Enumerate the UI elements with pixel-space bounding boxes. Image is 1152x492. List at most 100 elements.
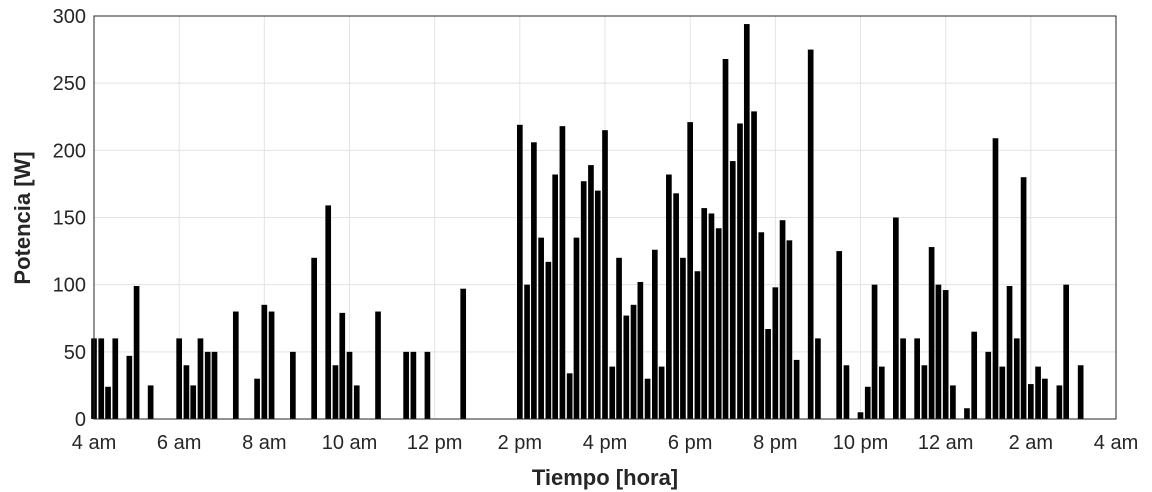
bar bbox=[950, 385, 956, 419]
y-tick-label: 300 bbox=[53, 6, 86, 28]
x-axis-label: Tiempo [hora] bbox=[532, 465, 678, 490]
bar bbox=[147, 385, 154, 419]
bar bbox=[1006, 286, 1013, 419]
bar bbox=[694, 271, 701, 419]
bar bbox=[1077, 365, 1084, 419]
bar bbox=[609, 366, 616, 419]
x-tick-label: 12 am bbox=[918, 432, 974, 454]
bar bbox=[290, 351, 296, 419]
bar bbox=[971, 331, 978, 419]
bar bbox=[743, 24, 750, 420]
plot-frame bbox=[93, 15, 1117, 420]
bar bbox=[1013, 338, 1020, 419]
bar bbox=[935, 284, 942, 419]
bar bbox=[204, 351, 211, 419]
bar bbox=[183, 365, 190, 419]
bar bbox=[964, 408, 970, 419]
bar bbox=[871, 284, 878, 419]
y-tick-labels: 0 50 100 150 200 250 300 bbox=[53, 6, 86, 431]
bar bbox=[942, 290, 949, 419]
bar bbox=[538, 237, 544, 419]
bar bbox=[325, 205, 332, 419]
bar bbox=[268, 311, 275, 419]
bar bbox=[758, 232, 765, 419]
bar bbox=[410, 351, 417, 419]
bar bbox=[921, 365, 928, 419]
x-tick-label: 4 am bbox=[72, 432, 116, 454]
bar bbox=[98, 338, 105, 419]
bar-series bbox=[91, 24, 1084, 420]
bar bbox=[900, 338, 906, 419]
bar bbox=[211, 351, 218, 419]
bar bbox=[928, 247, 935, 419]
bar bbox=[1020, 177, 1027, 419]
y-tick-label: 100 bbox=[53, 275, 86, 297]
bar bbox=[254, 378, 260, 419]
bar bbox=[346, 351, 353, 419]
bar bbox=[786, 240, 793, 419]
bar bbox=[815, 338, 821, 419]
bar bbox=[1027, 384, 1034, 419]
bar bbox=[893, 217, 899, 419]
bar bbox=[1056, 385, 1063, 419]
x-tick-label: 8 am bbox=[242, 432, 286, 454]
y-tick-label: 200 bbox=[53, 140, 86, 162]
x-tick-label: 6 pm bbox=[668, 432, 712, 454]
bar bbox=[403, 351, 409, 419]
bar bbox=[666, 174, 672, 419]
bar bbox=[992, 138, 999, 419]
x-tick-label: 12 pm bbox=[407, 432, 463, 454]
bar bbox=[878, 366, 885, 419]
bar bbox=[105, 386, 111, 419]
bar bbox=[552, 174, 559, 419]
bar bbox=[524, 284, 530, 419]
bar bbox=[460, 288, 467, 419]
bar bbox=[793, 359, 800, 419]
bar bbox=[836, 251, 843, 419]
bar bbox=[687, 122, 694, 419]
bar bbox=[651, 249, 658, 419]
y-tick-label: 0 bbox=[75, 409, 86, 431]
bar bbox=[715, 228, 722, 419]
bar bbox=[1063, 284, 1070, 419]
x-tick-label: 2 am bbox=[1009, 432, 1053, 454]
bar bbox=[573, 237, 580, 419]
x-tick-label: 6 am bbox=[157, 432, 201, 454]
bar bbox=[680, 257, 686, 419]
x-tick-labels: 4 am 6 am 8 am 10 am 12 pm 2 pm 4 pm 6 pm 8 pm 10… bbox=[72, 432, 1138, 454]
bar bbox=[807, 49, 814, 419]
bar bbox=[658, 366, 665, 419]
y-axis-label: Potencia [W] bbox=[10, 151, 35, 284]
y-tick-label: 150 bbox=[53, 208, 86, 230]
bar bbox=[673, 193, 679, 419]
bar bbox=[701, 208, 708, 419]
bar bbox=[1035, 366, 1041, 419]
y-tick-label: 250 bbox=[53, 73, 86, 95]
bar bbox=[559, 126, 566, 420]
x-tick-label: 2 pm bbox=[498, 432, 542, 454]
bar bbox=[339, 312, 346, 419]
y-tick-label: 50 bbox=[64, 342, 86, 364]
bar bbox=[843, 365, 850, 419]
bar bbox=[729, 161, 736, 419]
bar bbox=[864, 386, 871, 419]
bar bbox=[722, 58, 729, 420]
bar bbox=[353, 385, 360, 419]
bar bbox=[588, 165, 594, 419]
bar bbox=[708, 213, 715, 419]
bar bbox=[112, 338, 119, 419]
bar bbox=[999, 366, 1006, 419]
bar bbox=[176, 338, 183, 419]
bar bbox=[644, 378, 651, 419]
bar bbox=[197, 338, 204, 419]
bar bbox=[772, 287, 779, 419]
bar bbox=[190, 385, 197, 419]
bar bbox=[531, 142, 537, 420]
x-tick-label: 4 pm bbox=[583, 432, 627, 454]
bar bbox=[311, 257, 317, 419]
bar bbox=[737, 123, 743, 419]
bar bbox=[580, 181, 587, 419]
x-tick-label: 4 am bbox=[1094, 432, 1138, 454]
bar bbox=[751, 111, 757, 420]
